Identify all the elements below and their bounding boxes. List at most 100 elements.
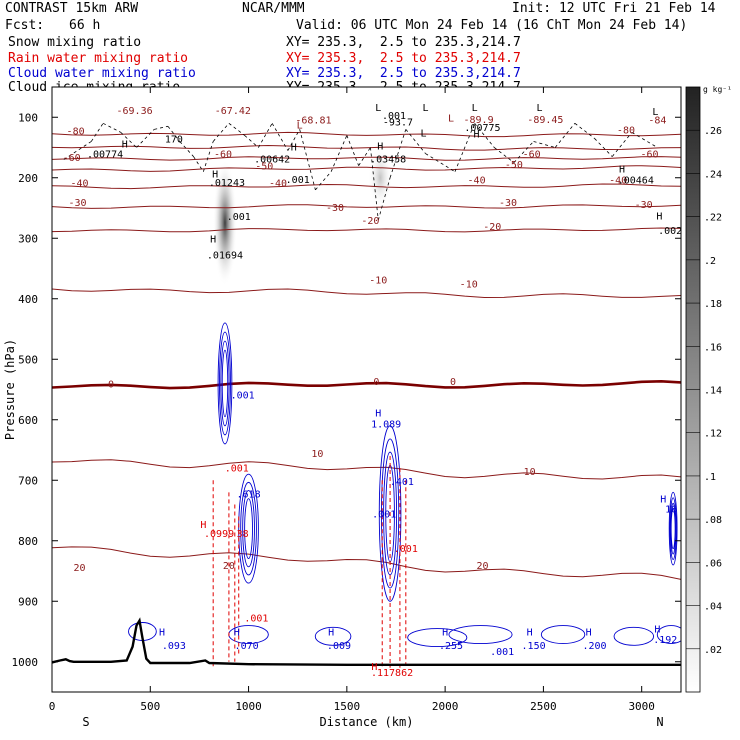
colorbar-tick-label: .18	[704, 299, 722, 310]
y-tick-label: 800	[18, 535, 38, 548]
temperature-contour-label: 20	[223, 561, 235, 572]
cloud-water-label: .001	[372, 510, 396, 521]
cloud-ice-contour-segment	[202, 141, 214, 172]
colorbar-tick-label: .08	[704, 515, 722, 526]
cloud-water-contour	[314, 626, 352, 646]
temperature-contour-label: -69.36	[116, 106, 152, 117]
cloud-ice-contour-segment	[212, 123, 230, 142]
maximum-marker-h: H	[371, 662, 377, 673]
cloud-ice-contour-segment	[358, 147, 371, 166]
cloud-water-contour	[670, 508, 676, 550]
temperature-contour-label: -60	[214, 150, 232, 161]
temperature-contour-line	[52, 546, 681, 580]
x-tick-label: 1000	[235, 700, 262, 713]
cloud-ice-contour-segment	[631, 132, 658, 148]
colorbar-tick-label: .14	[704, 386, 722, 397]
temperature-contour-label: 10	[311, 449, 323, 460]
field-snow-name: Snow mixing ratio	[8, 35, 142, 50]
maximum-marker-h: H	[527, 628, 533, 639]
cloud-ice-contour-segment	[611, 132, 633, 157]
cloud-ice-label: .01694	[207, 251, 243, 262]
temperature-contour-label: -20	[361, 216, 379, 227]
cloud-water-contour	[220, 340, 230, 427]
cloud-water-label: .255	[439, 641, 463, 652]
cloud-water-label: .001	[490, 647, 514, 658]
cloud-water-contour	[383, 451, 398, 576]
temperature-contour-line	[52, 156, 681, 161]
y-tick-label: 300	[18, 232, 38, 245]
minimum-marker-l: L	[536, 103, 542, 114]
temperature-contour-label: -50	[255, 162, 273, 173]
cloud-water-contour	[668, 491, 678, 566]
minimum-marker-l: L	[422, 103, 428, 114]
maximum-marker-h: H	[200, 520, 206, 531]
temperature-contour-label: 10	[524, 467, 536, 478]
cloud-ice-contour-segment	[120, 132, 137, 148]
cloud-water-label: .401	[390, 477, 414, 488]
temperature-contour-label: -30	[635, 200, 653, 211]
cloud-ice-contour-segment	[271, 123, 289, 151]
cloud-ice-contour-segment	[258, 123, 273, 148]
rain-water-label: .001	[394, 544, 418, 555]
cloud-water-label: .001	[231, 390, 255, 401]
maximum-marker-h: H	[586, 628, 592, 639]
direction-north: N	[656, 715, 663, 729]
cloud-ice-contour-segment	[554, 123, 576, 148]
y-tick-label: 200	[18, 172, 38, 185]
temperature-contour-label: -10	[369, 275, 387, 286]
temperature-contour-label: -40	[269, 179, 287, 190]
minimum-marker-l: L	[297, 121, 303, 132]
cloud-ice-contour-segment	[330, 135, 348, 172]
temperature-contour-label: 20	[73, 563, 85, 574]
model-title: CONTRAST 15km ARW	[5, 1, 139, 16]
x-tick-label: 0	[49, 700, 56, 713]
minimum-marker-l: L	[448, 113, 454, 124]
y-tick-label: 400	[18, 293, 38, 306]
temperature-contour-label: 0	[108, 379, 114, 390]
temperature-contour-label: -30	[326, 203, 344, 214]
maximum-marker-h: H	[654, 624, 660, 635]
maximum-marker-h: H	[442, 628, 448, 639]
fcst-label: Fcst:	[5, 18, 45, 33]
x-axis-label: Distance (km)	[320, 715, 414, 729]
cloud-water-label: 16	[665, 505, 677, 516]
field-cloudwater-xy: XY= 235.3, 2.5 to 235.3,214.7	[286, 66, 521, 81]
plot-frame	[51, 86, 682, 693]
y-axis-label: Pressure (hPa)	[3, 339, 17, 440]
cloud-water-contour	[238, 473, 259, 584]
temperature-contour-line	[52, 227, 681, 233]
cloud-water-label: .150	[522, 641, 546, 652]
cloud-ice-contour-segment	[315, 171, 332, 191]
maximum-marker-h: H	[291, 142, 297, 153]
temperature-contour-line	[52, 144, 681, 151]
cloud-ice-contour-segment	[287, 129, 301, 151]
colorbar-tick-label: .24	[704, 169, 722, 180]
cloud-water-contour	[240, 481, 257, 576]
maximum-marker-h: H	[656, 211, 662, 222]
cloud-water-label: .200	[582, 641, 606, 652]
temperature-contour-label: -50	[505, 160, 523, 171]
x-tick-label: 3000	[628, 700, 655, 713]
colorbar-tick-label: .26	[704, 126, 722, 137]
maximum-marker-h: H	[234, 628, 240, 639]
cloud-ice-contour-segment	[299, 129, 316, 190]
cloud-ice-contour-segment	[533, 141, 556, 148]
x-tick-label: 1500	[334, 700, 361, 713]
maximum-marker-h: H	[210, 234, 216, 245]
org-label: NCAR/MMM	[242, 1, 305, 16]
cloud-water-contour	[217, 322, 233, 445]
temperature-contour-line	[52, 204, 681, 209]
y-tick-label: 100	[18, 111, 38, 124]
temperature-contour-line	[52, 183, 681, 190]
cloud-ice-contour-segment	[574, 122, 595, 139]
y-tick-label: 700	[18, 474, 38, 487]
cloud-water-contour	[219, 331, 231, 436]
snow-mixing-ratio-fill	[368, 147, 393, 208]
cloud-water-contour	[613, 626, 655, 646]
cloud-ice-label: .00642	[254, 154, 290, 165]
x-tick-label: 2500	[530, 700, 557, 713]
minimum-marker-l: L	[420, 128, 426, 139]
cloud-ice-label: 170	[165, 134, 183, 145]
